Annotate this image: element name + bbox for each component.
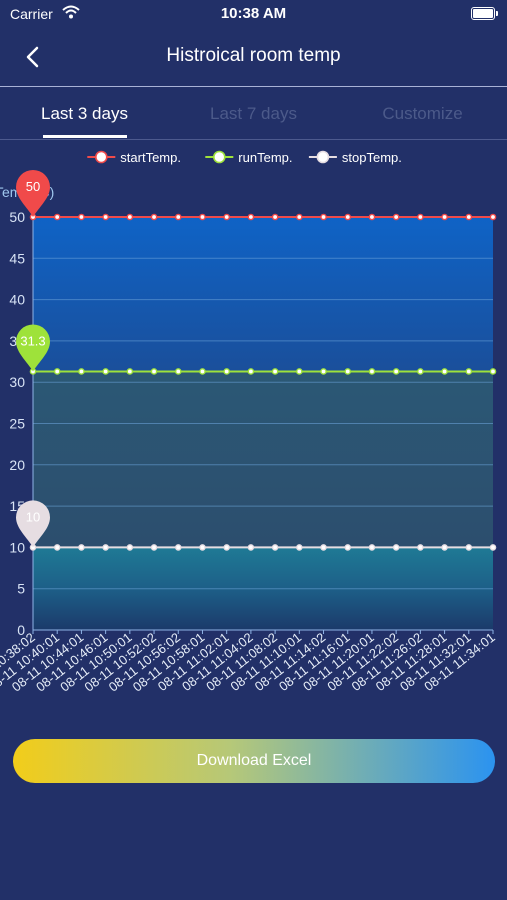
tab-last-3-days[interactable]: Last 3 days <box>41 104 128 123</box>
pin-marker-label: 50 <box>26 179 40 194</box>
y-tick-label: 0 <box>17 622 25 638</box>
pin-marker-label: 31.3 <box>20 333 45 348</box>
data-point <box>199 213 206 221</box>
data-point <box>417 368 424 375</box>
data-point <box>344 213 352 221</box>
series-area-band <box>33 217 493 372</box>
temperature-chart: 0510152025303540455008-11 10:38:0208-11 … <box>0 150 498 695</box>
y-tick-label: 30 <box>9 374 25 390</box>
battery-icon <box>471 7 498 20</box>
y-tick-label: 25 <box>9 416 25 432</box>
data-point <box>150 544 158 551</box>
data-point <box>489 213 497 221</box>
y-tick-label: 10 <box>9 539 25 555</box>
data-point <box>247 544 255 551</box>
y-tick-label: 20 <box>9 457 25 473</box>
legend-swatch-marker <box>213 150 226 164</box>
data-point <box>126 368 134 375</box>
data-point <box>296 368 303 375</box>
legend-swatch-marker <box>316 150 330 164</box>
series-area-band <box>33 371 493 548</box>
pin-marker <box>16 170 50 217</box>
data-point <box>320 544 327 551</box>
data-point <box>296 213 303 221</box>
data-point <box>150 368 158 375</box>
data-point <box>126 213 134 221</box>
data-point <box>102 544 109 551</box>
data-point <box>441 213 448 221</box>
y-tick-label: 5 <box>17 581 25 597</box>
data-point <box>465 213 473 221</box>
active-tab-indicator <box>43 135 127 138</box>
data-point <box>392 368 400 375</box>
page-title: Histroical room temp <box>166 45 341 66</box>
tab-bar: Last 3 days Last 7 days Customize <box>0 87 507 140</box>
data-point <box>489 368 497 375</box>
data-point <box>174 213 182 221</box>
data-point <box>126 544 134 551</box>
wifi-icon <box>62 5 80 24</box>
nav-bar: Histroical room temp <box>0 28 507 87</box>
data-point <box>150 213 158 221</box>
data-point <box>223 213 230 221</box>
legend-swatch-marker <box>95 150 108 164</box>
data-point <box>465 368 473 375</box>
data-point <box>296 544 303 551</box>
data-point <box>223 544 230 551</box>
data-point <box>199 544 206 551</box>
data-point <box>392 213 400 221</box>
data-point <box>344 544 352 551</box>
tab-customize[interactable]: Customize <box>382 104 463 123</box>
data-point <box>53 213 61 221</box>
pin-marker <box>16 324 50 372</box>
data-point <box>417 213 424 221</box>
data-point <box>441 368 448 375</box>
data-point <box>78 213 85 221</box>
data-point <box>417 544 424 551</box>
status-time: 10:38 AM <box>220 5 287 22</box>
data-point <box>174 368 182 375</box>
status-bar: Carrier 10:38 AM <box>0 0 507 28</box>
data-point <box>223 368 230 375</box>
data-point <box>102 213 109 221</box>
legend-label: runTemp. <box>238 150 292 165</box>
y-tick-label: 40 <box>9 292 25 308</box>
data-point <box>174 544 182 551</box>
data-point <box>320 368 327 375</box>
pin-marker-label: 10 <box>26 509 40 524</box>
download-excel-button[interactable]: Download Excel <box>13 739 495 783</box>
data-point <box>441 544 448 551</box>
legend-label: startTemp. <box>120 150 181 165</box>
data-point <box>368 544 376 551</box>
data-point <box>78 368 85 375</box>
data-point <box>102 368 109 375</box>
data-point <box>368 368 376 375</box>
data-point <box>53 544 61 551</box>
chevron-left-icon <box>26 46 39 68</box>
data-point <box>489 544 497 551</box>
data-point <box>368 213 376 221</box>
pin-marker <box>16 500 50 548</box>
carrier-label: Carrier <box>10 6 53 22</box>
data-point <box>344 368 352 375</box>
data-point <box>271 368 279 375</box>
back-button[interactable] <box>18 42 48 72</box>
data-point <box>271 544 279 551</box>
y-tick-label: 50 <box>9 209 25 225</box>
data-point <box>247 368 255 375</box>
data-point <box>392 544 400 551</box>
legend-label: stopTemp. <box>342 150 402 165</box>
data-point <box>320 213 327 221</box>
y-tick-label: 45 <box>9 250 25 266</box>
data-point <box>78 544 85 551</box>
tab-last-7-days[interactable]: Last 7 days <box>210 104 297 123</box>
data-point <box>199 368 206 375</box>
data-point <box>465 544 473 551</box>
data-point <box>53 368 61 375</box>
data-point <box>271 213 279 221</box>
data-point <box>247 213 255 221</box>
